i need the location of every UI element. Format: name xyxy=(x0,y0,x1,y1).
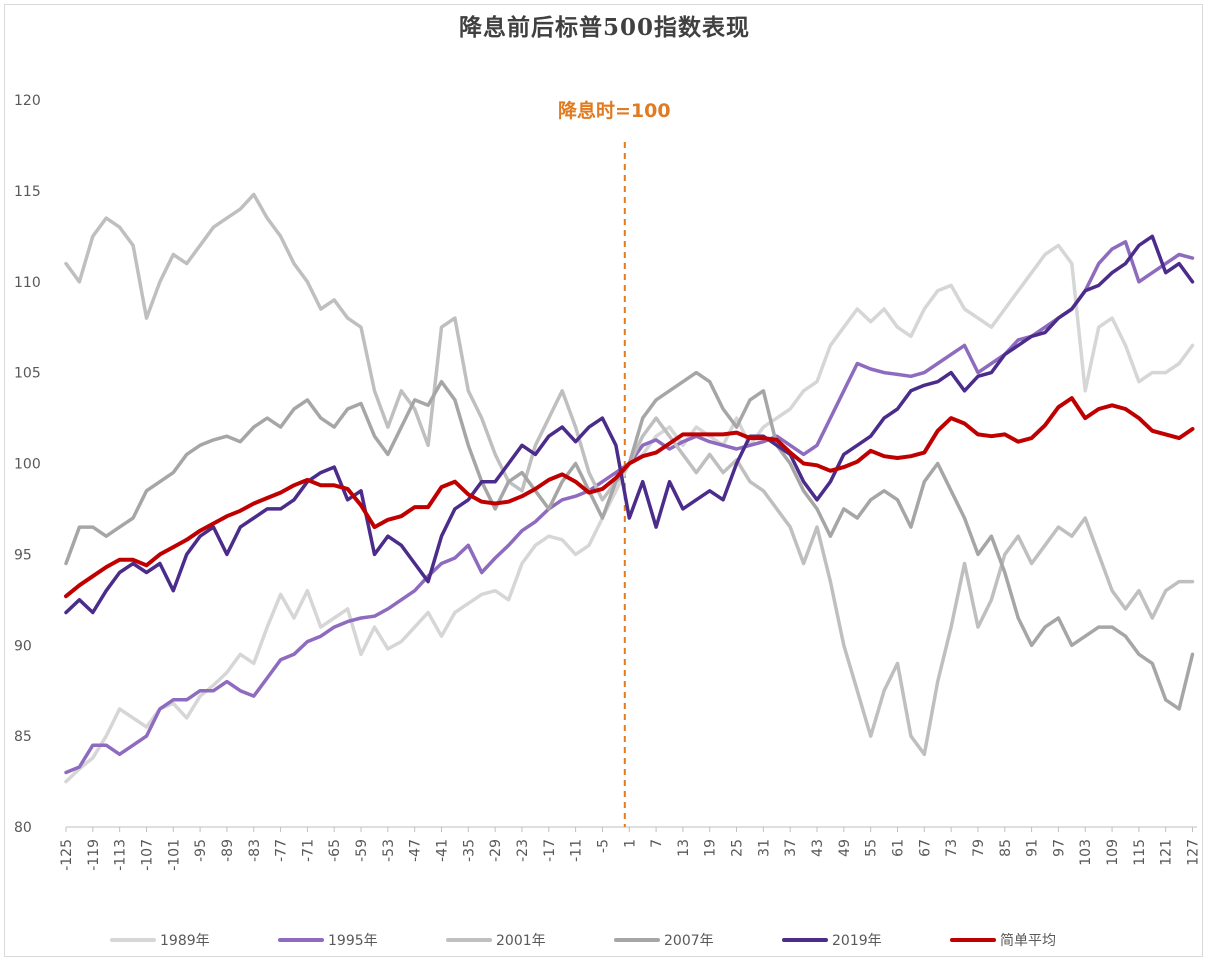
legend-label: 2019年 xyxy=(832,933,882,949)
legend-label: 简单平均 xyxy=(1000,933,1056,949)
series-line-2001年 xyxy=(64,192,1195,757)
x-tick-label: -71 xyxy=(300,839,316,862)
y-tick-label: 105 xyxy=(14,366,41,382)
y-tick-label: 95 xyxy=(14,547,32,563)
legend-item: 2001年 xyxy=(446,930,614,950)
x-tick-label: -101 xyxy=(166,839,182,871)
x-tick-label: 79 xyxy=(971,839,987,857)
x-tick-label: -41 xyxy=(435,839,451,862)
y-tick-label: 90 xyxy=(14,638,32,654)
x-tick-label: -29 xyxy=(488,839,504,862)
series-line-1995年 xyxy=(64,240,1195,775)
x-tick-label: 109 xyxy=(1105,839,1121,866)
legend-item: 1995年 xyxy=(278,930,446,950)
x-tick-label: -95 xyxy=(193,839,209,862)
x-tick-label: 121 xyxy=(1159,839,1175,866)
x-tick-label: 85 xyxy=(998,839,1014,857)
legend-swatch xyxy=(950,938,996,942)
x-tick-label: -125 xyxy=(59,839,75,871)
x-tick-label: -83 xyxy=(247,839,263,862)
x-tick-label: 73 xyxy=(944,839,960,857)
rate-cut-annotation: 降息时=100 xyxy=(558,100,671,122)
x-tick-label: -35 xyxy=(461,839,477,862)
legend-swatch xyxy=(614,938,660,942)
y-tick-label: 110 xyxy=(14,275,41,291)
legend-label: 1989年 xyxy=(160,933,210,949)
y-tick-label: 120 xyxy=(14,93,41,109)
x-tick-label: 61 xyxy=(890,839,906,857)
legend-item: 2007年 xyxy=(614,930,782,950)
x-tick-label: 31 xyxy=(756,839,772,857)
y-tick-label: 80 xyxy=(14,820,32,836)
x-tick-label: -17 xyxy=(542,839,558,862)
x-tick-label: 25 xyxy=(730,839,746,857)
x-tick-label: 115 xyxy=(1132,839,1148,866)
x-tick-label: -89 xyxy=(220,839,236,862)
x-tick-label: 91 xyxy=(1025,839,1041,857)
legend-item: 2019年 xyxy=(782,930,950,950)
x-tick-label: 97 xyxy=(1051,839,1067,857)
x-tick-label: -65 xyxy=(327,839,343,862)
legend-swatch xyxy=(110,938,156,942)
x-tick-label: 1 xyxy=(622,839,638,848)
x-tick-label: -113 xyxy=(113,839,129,871)
chart-title: 降息前后标普500指数表现 xyxy=(458,14,750,41)
chart-legend: 1989年 1995年 2001年 2007年 2019年 简单平均 xyxy=(110,930,1090,950)
x-tick-label: 103 xyxy=(1078,839,1094,866)
legend-swatch xyxy=(782,938,828,942)
x-tick-label: -107 xyxy=(139,839,155,871)
legend-label: 2007年 xyxy=(664,933,714,949)
x-tick-label: 13 xyxy=(676,839,692,857)
y-tick-label: 115 xyxy=(14,184,41,200)
x-tick-label: 19 xyxy=(703,839,719,857)
legend-label: 2001年 xyxy=(496,933,546,949)
x-tick-label: -53 xyxy=(381,839,397,862)
x-tick-label: 37 xyxy=(783,839,799,857)
x-tick-label: -23 xyxy=(515,839,531,862)
x-tick-label: -77 xyxy=(274,839,290,862)
legend-swatch xyxy=(278,938,324,942)
x-tick-label: 43 xyxy=(810,839,826,857)
legend-label: 1995年 xyxy=(328,933,378,949)
x-tick-label: 49 xyxy=(837,839,853,857)
x-tick-label: -11 xyxy=(569,839,585,862)
x-tick-label: 55 xyxy=(864,839,880,857)
x-tick-label: 7 xyxy=(649,839,665,848)
y-tick-label: 85 xyxy=(14,729,32,745)
series-line-2019年 xyxy=(64,234,1195,615)
x-tick-label: 127 xyxy=(1186,839,1202,866)
chart-frame xyxy=(4,4,1203,957)
legend-item: 1989年 xyxy=(110,930,278,950)
x-tick-label: -47 xyxy=(408,839,424,862)
series-line-简单平均 xyxy=(64,396,1195,599)
x-tick-label: -5 xyxy=(595,839,611,853)
legend-item: 简单平均 xyxy=(950,930,1090,950)
legend-swatch xyxy=(446,938,492,942)
x-tick-label: -119 xyxy=(86,839,102,871)
y-tick-label: 100 xyxy=(14,457,41,473)
x-tick-label: -59 xyxy=(354,839,370,862)
x-tick-label: 67 xyxy=(917,839,933,857)
